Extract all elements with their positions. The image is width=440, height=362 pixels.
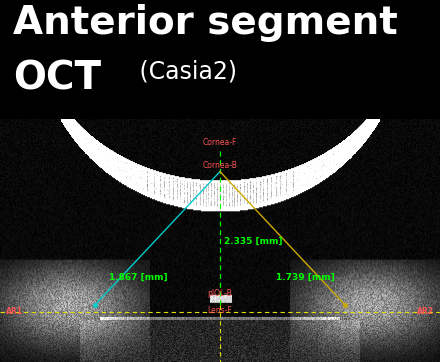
Text: OCT: OCT (13, 60, 101, 98)
Text: 1.867 [mm]: 1.867 [mm] (109, 273, 167, 282)
Text: 1.739 [mm]: 1.739 [mm] (275, 273, 334, 282)
Text: pIOL-B: pIOL-B (208, 289, 232, 298)
Text: AR2: AR2 (417, 307, 434, 316)
Text: Cornea-B: Cornea-B (202, 161, 238, 169)
Text: AR1: AR1 (6, 307, 23, 316)
Text: (Casia2): (Casia2) (132, 60, 237, 84)
Text: Cornea-F: Cornea-F (203, 138, 237, 147)
Text: Anterior segment: Anterior segment (13, 4, 398, 42)
Text: 2.335 [mm]: 2.335 [mm] (224, 237, 282, 246)
Text: Lens-F: Lens-F (208, 306, 232, 315)
